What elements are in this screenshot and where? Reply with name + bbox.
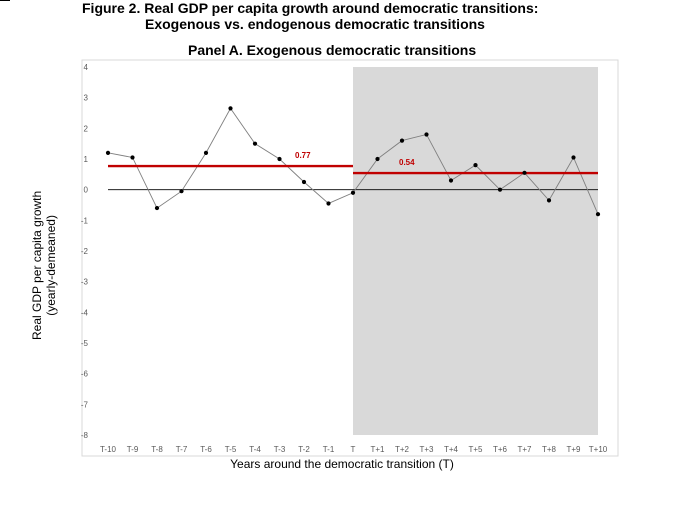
x-tick-label: T-1: [323, 445, 335, 454]
data-points: [105, 106, 601, 217]
x-tick-label: T-6: [200, 445, 212, 454]
data-point: [350, 190, 356, 195]
y-tick-label: 0: [84, 186, 89, 195]
figure-title-line2: Exogenous vs. endogenous democratic tran…: [145, 16, 485, 32]
x-tick-label: T: [351, 445, 356, 454]
average-label: 0.77: [295, 151, 311, 160]
y-axis-label-line2: (yearly-demeaned): [44, 215, 58, 316]
data-point: [522, 170, 527, 175]
x-tick-label: T-7: [176, 445, 188, 454]
data-point: [203, 150, 209, 155]
x-tick-label: T-8: [151, 445, 163, 454]
data-point: [473, 163, 478, 168]
x-axis-label-text: Years around the democratic transition (…: [230, 457, 454, 471]
data-point: [301, 179, 307, 185]
x-tick-label: T+3: [419, 445, 434, 454]
x-tick-label: T-5: [225, 445, 237, 454]
x-tick-label: T+4: [444, 445, 459, 454]
data-point: [277, 156, 282, 162]
data-point: [252, 141, 258, 146]
y-tick-label: 3: [84, 94, 89, 103]
x-tick-label: T-3: [274, 445, 286, 454]
x-ticks: T-10 T-9 T-8 T-7 T-6 T-5 T-4 T-3 T-2 T-1 T T+1 T+2 T+…: [100, 445, 608, 454]
y-tick-label: -8: [81, 431, 89, 440]
x-tick-label: T+1: [370, 445, 385, 454]
y-axis-label-line1: Real GDP per capita growth: [30, 190, 44, 340]
x-tick-label: T+8: [542, 445, 557, 454]
transition-shade: [353, 67, 598, 435]
data-point: [326, 201, 331, 206]
x-tick-label: T-4: [249, 445, 261, 454]
data-point: [595, 212, 601, 217]
x-tick-label: T+2: [395, 445, 410, 454]
y-tick-label: -1: [81, 216, 89, 225]
corner-mark: [0, 0, 10, 1]
data-point: [399, 138, 405, 143]
figure-title-line1: Figure 2. Real GDP per capita growth aro…: [82, 0, 539, 16]
y-tick-label: 2: [84, 124, 89, 133]
y-tick-label: 1: [84, 155, 89, 164]
y-tick-label: -2: [81, 247, 89, 256]
x-tick-label: T+10: [589, 445, 608, 454]
data-point: [179, 189, 184, 194]
data-point: [105, 150, 111, 155]
data-point: [571, 155, 576, 160]
data-point: [130, 155, 135, 160]
average-lines: 0.77 0.54: [108, 151, 598, 175]
data-point: [546, 198, 552, 203]
x-tick-label: T+7: [517, 445, 532, 454]
data-point: [228, 106, 233, 111]
y-ticks: 4 3 2 1 0 -1 -2 -3 -4 -5 -6 -7 -8: [81, 63, 89, 440]
data-point: [375, 156, 380, 162]
y-tick-label: -7: [81, 400, 89, 409]
y-tick-label: -3: [81, 278, 89, 287]
x-tick-label: T+6: [493, 445, 508, 454]
x-tick-label: T-9: [127, 445, 139, 454]
y-tick-label: -6: [81, 370, 89, 379]
y-tick-label: 4: [84, 63, 89, 72]
y-axis-label: Real GDP per capita growth (yearly-demea…: [30, 191, 58, 340]
x-tick-label: T+9: [566, 445, 581, 454]
data-point: [424, 132, 429, 137]
y-tick-label: -5: [81, 339, 89, 348]
x-tick-label: T-2: [298, 445, 310, 454]
average-label: 0.54: [399, 158, 415, 167]
data-point: [154, 205, 160, 211]
panel-title: Panel A. Exogenous democratic transition…: [188, 42, 477, 58]
y-tick-label: -4: [81, 308, 89, 317]
data-point: [497, 187, 503, 192]
x-tick-label: T+5: [468, 445, 483, 454]
x-axis-label: Years around the democratic transition (…: [0, 457, 680, 471]
data-point: [448, 178, 454, 183]
x-tick-label: T-10: [100, 445, 117, 454]
